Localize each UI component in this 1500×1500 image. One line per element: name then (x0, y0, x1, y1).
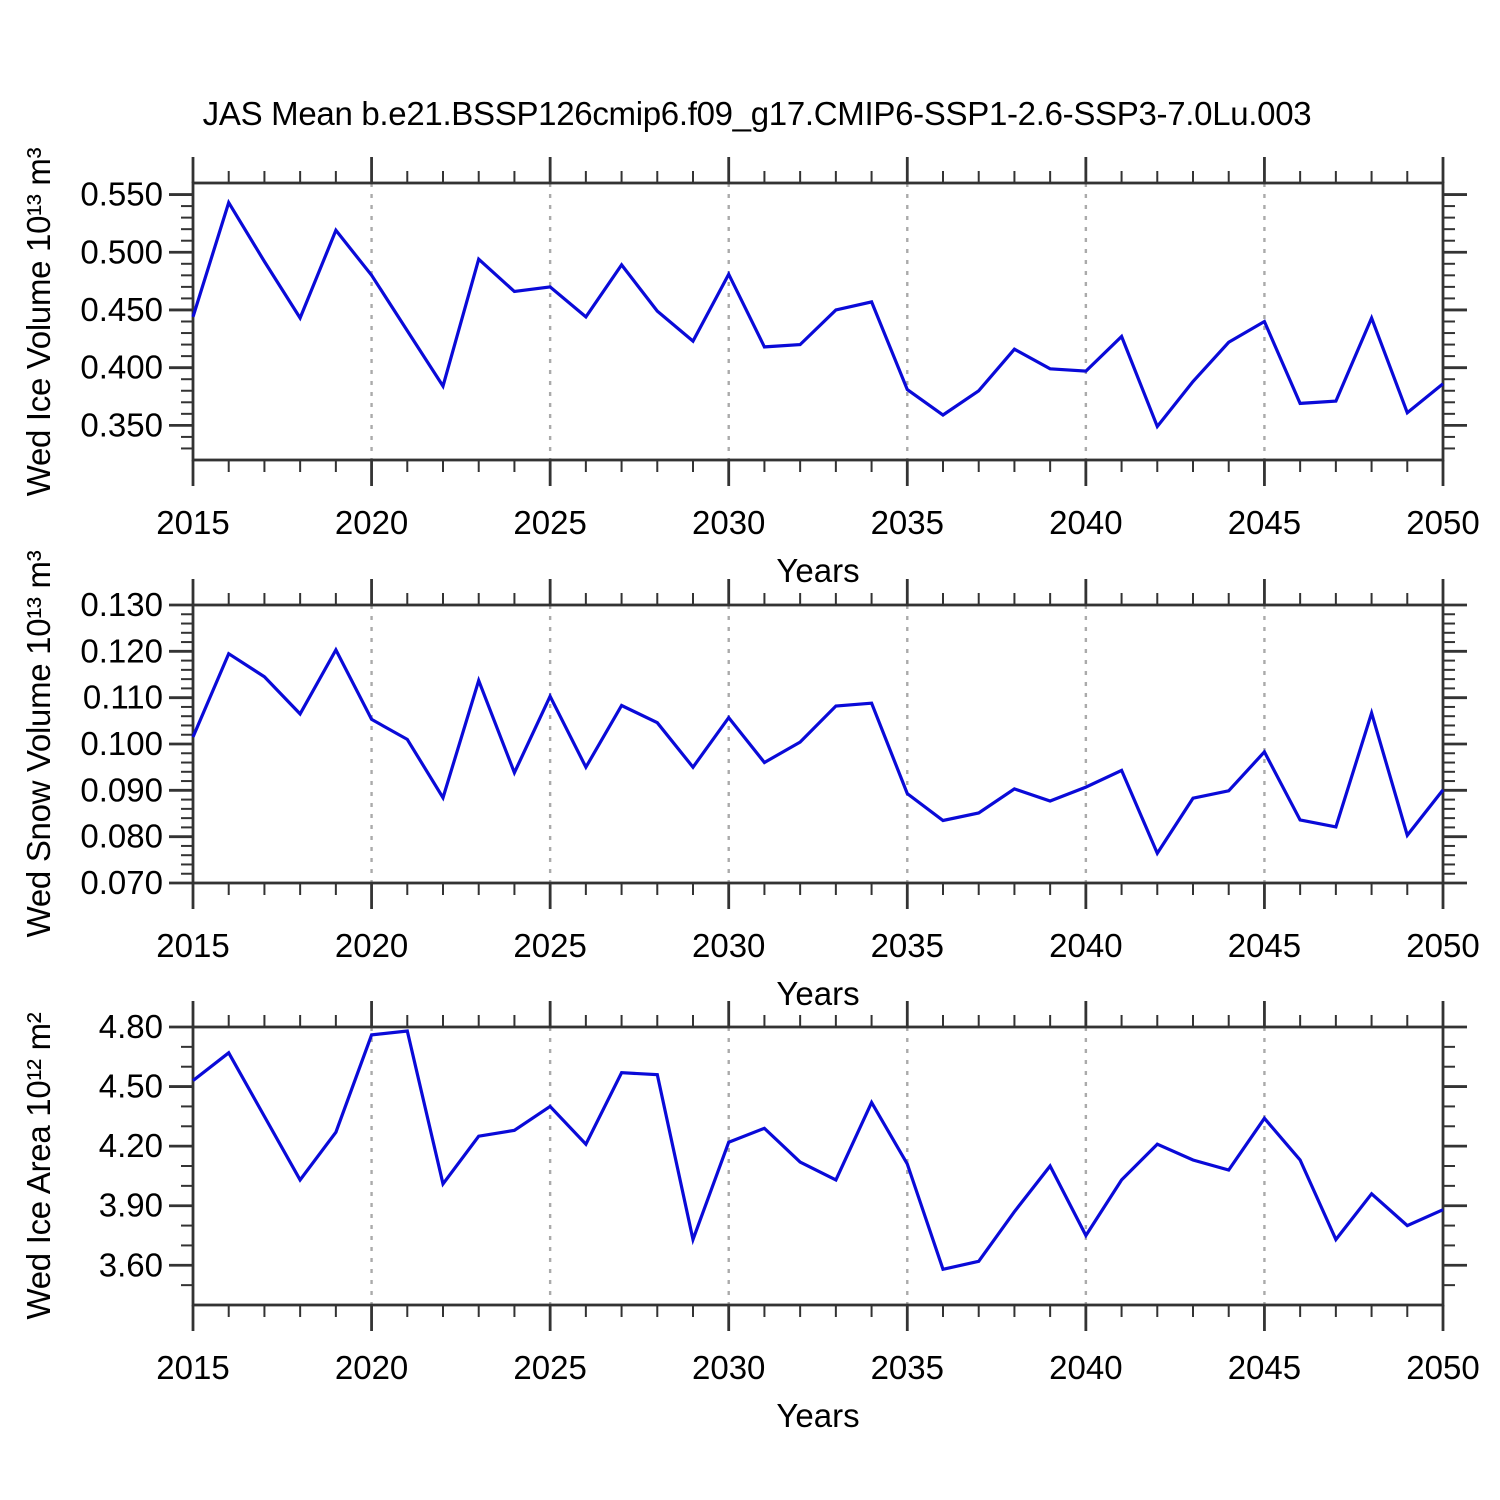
x-tick-label: 2035 (871, 927, 944, 964)
plot-frame (191, 1025, 1445, 1307)
x-tick-label: 2040 (1049, 1349, 1122, 1386)
x-tick-label: 2045 (1228, 1349, 1301, 1386)
panel-wed-snow-volume: 2015 2020 2025 2030 2035 2040 2045 2050 0.070 0.0… (80, 579, 1480, 1012)
x-tick-label: 2015 (156, 927, 229, 964)
x-tick-label: 2050 (1406, 504, 1479, 541)
x-tick-label: 2030 (692, 927, 765, 964)
x-tick-label: 2035 (871, 504, 944, 541)
y-tick-label: 3.60 (99, 1246, 163, 1283)
y-tick-label: 0.550 (80, 176, 163, 213)
x-tick-label: 2040 (1049, 927, 1122, 964)
x-tick-label: 2015 (156, 504, 229, 541)
y-tick-label: 0.110 (83, 679, 163, 716)
y-tick-label: 0.500 (80, 233, 163, 270)
x-axis-title: Years (776, 552, 859, 589)
y-tick-label: 4.80 (99, 1008, 163, 1045)
x-tick-label: 2015 (156, 1349, 229, 1386)
x-axis-title: Years (776, 975, 859, 1012)
y-tick-label: 4.20 (99, 1127, 163, 1164)
x-tick-label: 2020 (335, 1349, 408, 1386)
x-tick-label: 2050 (1406, 1349, 1479, 1386)
panel-wed-ice-area: 2015 2020 2025 2030 2035 2040 2045 2050 3.60 3.90… (99, 1001, 1480, 1434)
y-tick-label: 0.350 (80, 406, 163, 443)
panel-wed-ice-volume: 2015 2020 2025 2030 2035 2040 2045 2050 0.350 0.4… (80, 157, 1480, 589)
plot-frame (191, 181, 1445, 462)
series-wed-ice-area (192, 1029, 1444, 1272)
x-tick-label: 2020 (335, 927, 408, 964)
x-tick-label: 2030 (692, 1349, 765, 1386)
x-tick-label: 2050 (1406, 927, 1479, 964)
plot-frame (191, 603, 1445, 885)
y-tick-label: 0.400 (80, 349, 163, 386)
x-tick-label: 2020 (335, 504, 408, 541)
y-tick-label: 3.90 (99, 1187, 163, 1224)
x-tick-label: 2025 (513, 1349, 586, 1386)
x-tick-label: 2030 (692, 504, 765, 541)
series-wed-ice-volume (191, 198, 1445, 430)
chart-title: JAS Mean b.e21.BSSP126cmip6.f09_g17.CMIP… (202, 95, 1312, 132)
y-tick-label: 0.080 (80, 818, 163, 855)
y-tick-label: 0.070 (80, 864, 163, 901)
y-tick-label: 0.090 (80, 771, 163, 808)
x-tick-label: 2035 (871, 1349, 944, 1386)
y-tick-label: 0.120 (80, 632, 163, 669)
x-tick-label: 2025 (513, 927, 586, 964)
x-axis-title: Years (776, 1397, 859, 1434)
y-tick-label: 0.130 (80, 586, 163, 623)
x-tick-label: 2045 (1228, 504, 1301, 541)
x-tick-label: 2040 (1049, 504, 1122, 541)
series-wed-snow-volume (191, 646, 1445, 857)
y-tick-label: 4.50 (99, 1068, 163, 1105)
y-tick-label: 0.100 (80, 725, 163, 762)
y-tick-label: 0.450 (80, 291, 163, 328)
x-tick-label: 2045 (1228, 927, 1301, 964)
x-tick-label: 2025 (513, 504, 586, 541)
